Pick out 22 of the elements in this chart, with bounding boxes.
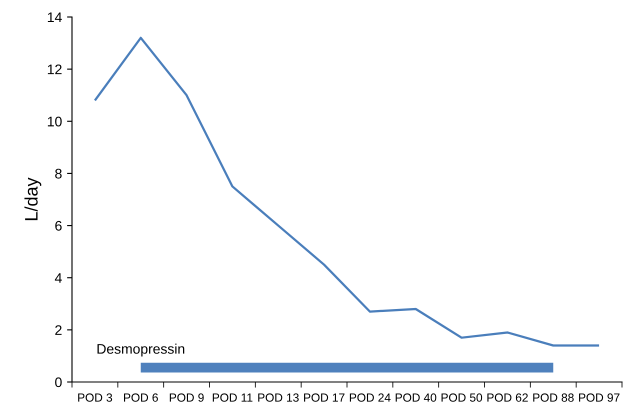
x-tick-label: POD 40 [396, 393, 436, 402]
series-label: Desmopressin [98, 344, 184, 357]
y-tick-label: 6 [55, 220, 62, 231]
x-tick-label: POD 13 [258, 393, 299, 402]
y-tick-label: 8 [55, 168, 62, 179]
x-tick-label: POD 88 [533, 393, 574, 402]
x-tick-label: POD 9 [170, 393, 204, 402]
x-tick-label: POD 50 [442, 393, 482, 402]
y-tick-label: 12 [48, 64, 62, 74]
x-tick-label: POD 3 [78, 393, 112, 402]
y-tick-label: 4 [54, 273, 62, 283]
y-tick-label: 2 [55, 325, 62, 335]
x-tick-label: POD 6 [124, 393, 158, 402]
y-tick-label: 10 [48, 116, 62, 126]
y-axis-title: L/day [24, 177, 42, 220]
y-tick-label: 14 [48, 12, 62, 22]
x-tick-label: POD 62 [487, 393, 528, 402]
x-tick-label: POD 17 [304, 393, 344, 402]
x-tick-label: POD 24 [350, 393, 391, 402]
x-tick-label: POD 11 [212, 393, 252, 402]
y-tick-label: 0 [55, 377, 62, 388]
x-tick-label: POD 97 [579, 393, 620, 402]
